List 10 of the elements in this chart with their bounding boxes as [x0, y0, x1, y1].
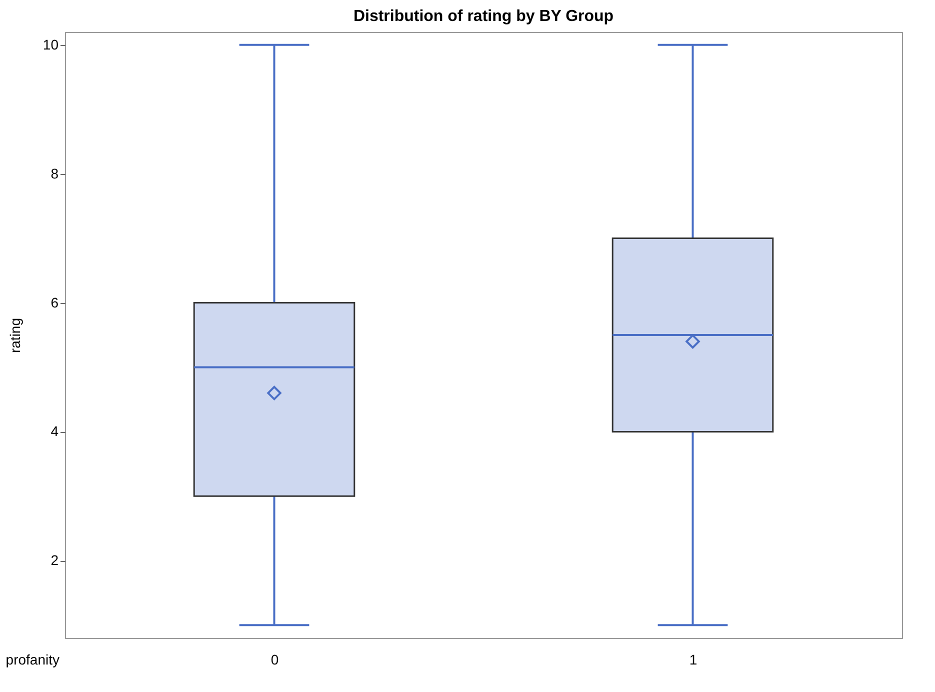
y-tick-label: 6 [50, 294, 59, 310]
y-tick-label: 10 [42, 36, 59, 52]
x-axis-title: profanity [6, 652, 60, 668]
chart-title: Distribution of rating by BY Group [353, 8, 614, 25]
y-tick-label: 2 [50, 552, 59, 568]
x-tick-label: 1 [689, 652, 698, 668]
y-tick-label: 4 [50, 423, 59, 440]
x-tick-label: 0 [270, 652, 279, 668]
y-tick-label: 8 [50, 165, 59, 182]
y-axis-title: rating [6, 318, 23, 354]
